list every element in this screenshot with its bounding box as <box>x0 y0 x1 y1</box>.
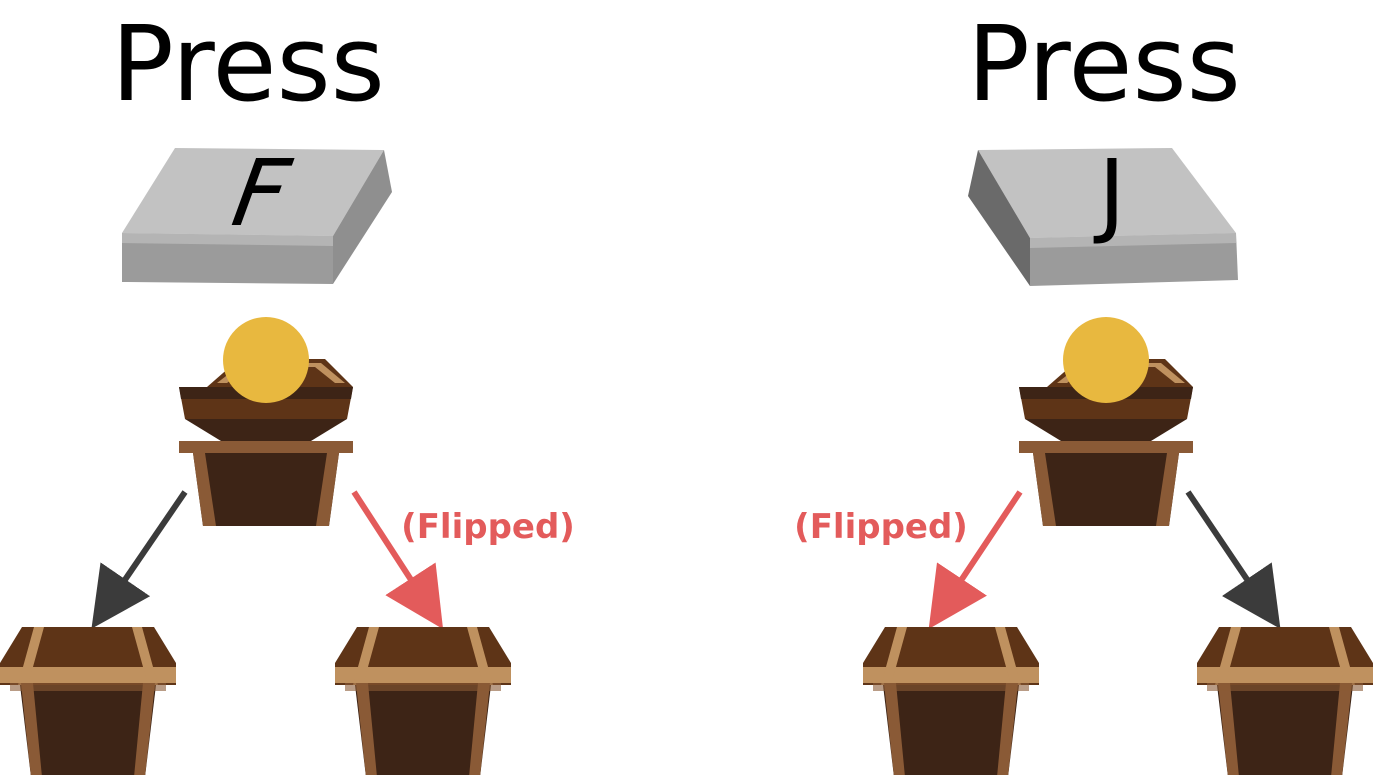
right-chest-b <box>1197 627 1373 775</box>
right-press-title: Press <box>967 3 1241 125</box>
right-arrow-normal <box>1185 490 1281 629</box>
right-chest-a <box>863 627 1039 775</box>
left-arrow-normal <box>91 490 188 629</box>
left-open-chest-with-coin <box>179 317 353 526</box>
right-arrow-flipped <box>928 490 1023 629</box>
left-key-f: F <box>122 141 392 284</box>
right-panel: Press J (Flipped) <box>794 3 1373 775</box>
left-panel: Press F (Flipped) <box>0 3 575 775</box>
right-key-j: J <box>968 140 1238 286</box>
left-arrow-flipped <box>351 490 444 630</box>
right-open-chest-with-coin <box>1019 317 1193 526</box>
left-flipped-label: (Flipped) <box>401 507 575 547</box>
right-flipped-label: (Flipped) <box>794 507 968 547</box>
right-key-letter: J <box>1093 140 1125 247</box>
left-chest-b <box>335 627 511 775</box>
left-press-title: Press <box>111 3 385 125</box>
left-chest-a <box>0 627 176 775</box>
